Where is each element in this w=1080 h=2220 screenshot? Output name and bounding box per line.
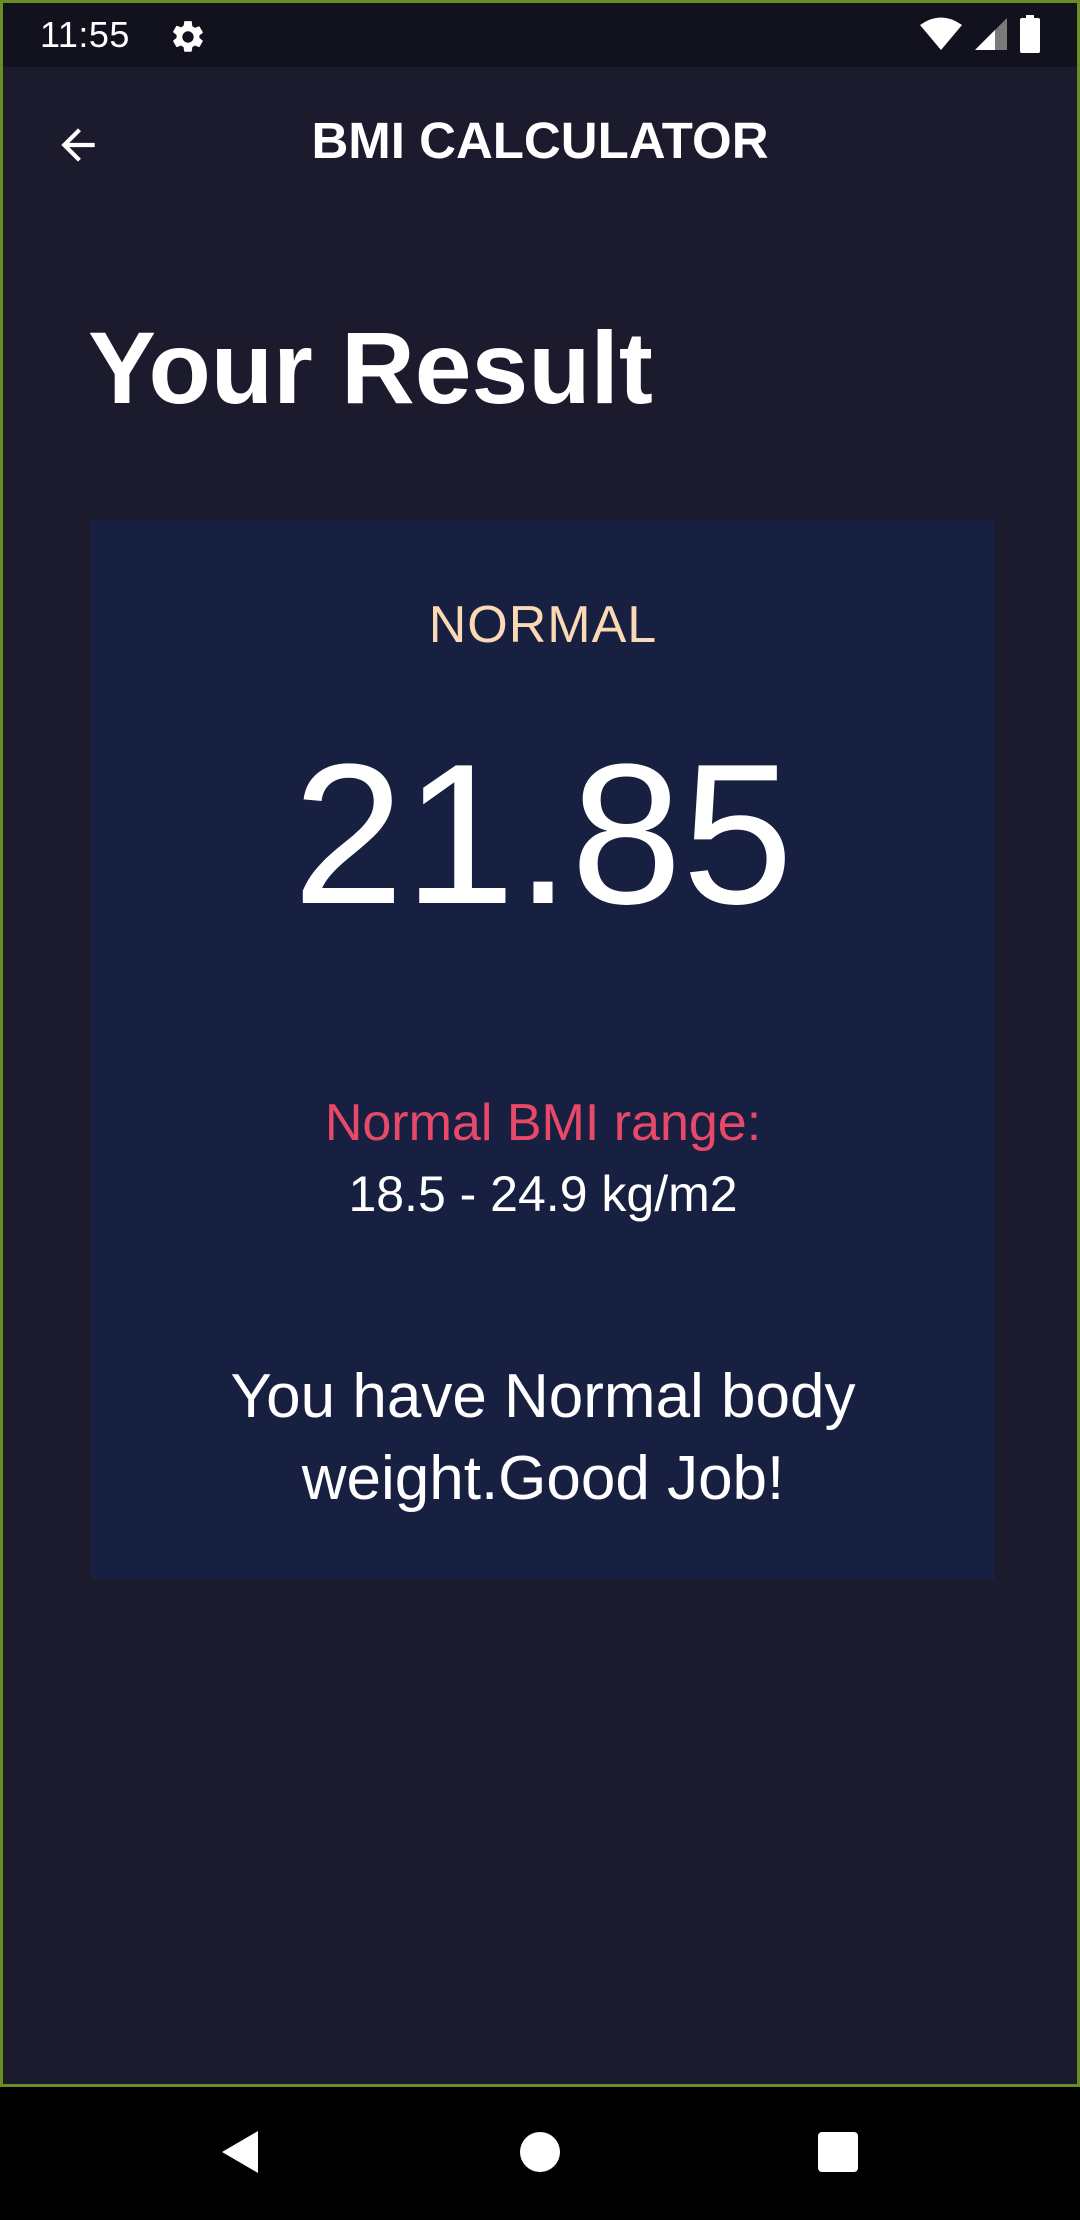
nav-back-icon [218, 2129, 262, 2180]
result-status: NORMAL [428, 596, 658, 654]
arrow-back-icon [53, 120, 103, 175]
nav-recents-icon [817, 2131, 859, 2178]
nav-recents-button[interactable] [803, 2119, 873, 2189]
battery-icon [1019, 14, 1041, 58]
app-title: BMI CALCULATOR [311, 112, 769, 169]
gear-icon [169, 18, 207, 56]
nav-home-button[interactable] [505, 2119, 575, 2189]
back-button[interactable] [43, 112, 113, 182]
nav-home-icon [519, 2131, 561, 2178]
result-interpretation: You have Normal body weight.Good Job! [230, 1362, 856, 1513]
app-frame: 11:55 [0, 0, 1080, 2087]
app-bar: BMI CALCULATOR [3, 67, 1077, 225]
status-time: 11:55 [40, 14, 130, 55]
bmi-range-value: 18.5 - 24.9 kg/m2 [348, 1166, 738, 1222]
bmi-value: 21.85 [292, 723, 794, 946]
status-icons [919, 14, 1041, 58]
wifi-icon [919, 16, 963, 57]
signal-icon [973, 16, 1009, 57]
bmi-range-label: Normal BMI range: [324, 1094, 762, 1152]
nav-back-button[interactable] [205, 2119, 275, 2189]
page-title: Your Result [88, 311, 653, 425]
status-bar: 11:55 [3, 3, 1077, 67]
system-nav-bar [0, 2087, 1080, 2220]
result-card: NORMAL 21.85 Normal BMI range: 18.5 - 24… [91, 520, 995, 1579]
